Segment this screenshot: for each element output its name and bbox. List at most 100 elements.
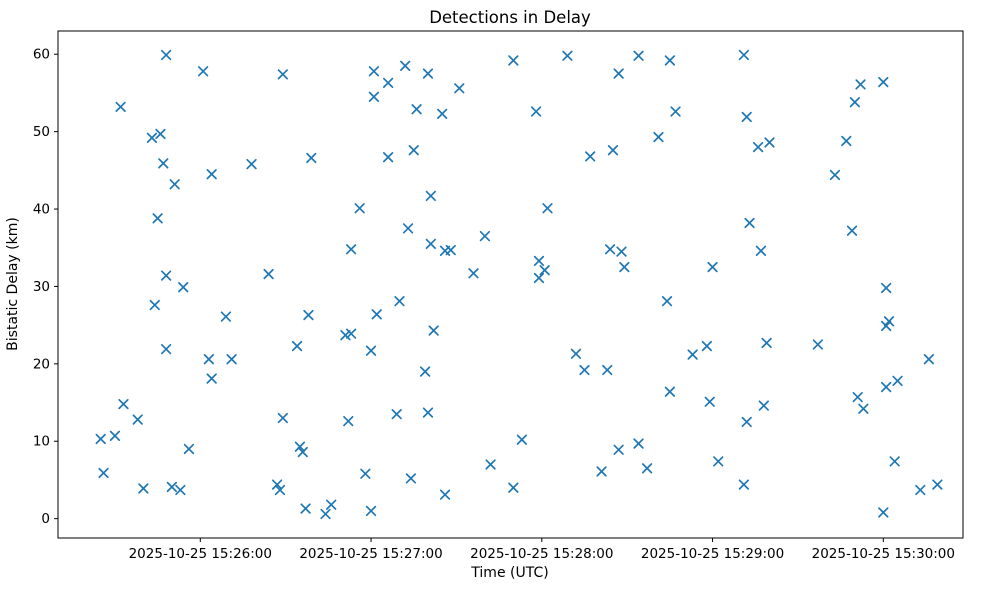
data-point-marker bbox=[664, 55, 676, 66]
data-point-marker bbox=[881, 320, 892, 332]
data-point-marker bbox=[542, 203, 553, 214]
data-point-marker bbox=[596, 466, 607, 477]
data-point-marker bbox=[155, 128, 166, 140]
data-point-marker bbox=[326, 499, 337, 510]
data-point-marker bbox=[303, 309, 314, 321]
data-point-marker bbox=[755, 245, 767, 256]
data-point-marker bbox=[607, 145, 619, 156]
data-point-marker bbox=[394, 295, 405, 307]
data-point-marker bbox=[343, 415, 354, 427]
data-point-marker bbox=[340, 330, 351, 341]
data-point-marker bbox=[619, 261, 630, 273]
data-point-marker bbox=[132, 414, 143, 425]
data-point-marker bbox=[391, 409, 402, 420]
data-point-marker bbox=[604, 244, 616, 255]
y-tick: 20 bbox=[33, 356, 58, 372]
data-point-marker bbox=[160, 270, 172, 281]
data-point-marker bbox=[405, 473, 417, 484]
data-point-marker bbox=[320, 508, 331, 520]
data-point-marker bbox=[852, 391, 863, 403]
data-point-marker bbox=[752, 141, 764, 153]
data-point-marker bbox=[883, 316, 895, 327]
data-point-marker bbox=[613, 68, 624, 79]
data-point-marker bbox=[354, 203, 365, 214]
x-tick-label: 2025-10-25 15:30:00 bbox=[812, 546, 955, 562]
y-tick: 30 bbox=[33, 279, 58, 295]
y-tick: 10 bbox=[33, 434, 58, 450]
data-point-marker bbox=[915, 484, 926, 496]
data-point-marker bbox=[300, 503, 311, 514]
data-point-marker bbox=[849, 97, 861, 108]
data-point-marker bbox=[95, 433, 106, 445]
data-point-marker bbox=[741, 416, 752, 428]
data-point-marker bbox=[923, 354, 934, 365]
data-point-marker bbox=[360, 468, 371, 479]
data-point-marker bbox=[402, 223, 414, 234]
y-tick-label: 40 bbox=[33, 202, 50, 218]
data-point-marker bbox=[741, 111, 752, 123]
data-point-marker bbox=[425, 238, 436, 250]
data-point-marker bbox=[533, 272, 545, 284]
data-point-marker bbox=[408, 145, 419, 156]
data-point-marker bbox=[271, 479, 283, 490]
y-tick-label: 60 bbox=[33, 47, 50, 63]
data-point-marker bbox=[516, 434, 528, 445]
data-point-marker bbox=[508, 482, 519, 493]
data-point-marker bbox=[98, 467, 109, 479]
data-point-marker bbox=[761, 337, 772, 349]
data-point-marker bbox=[533, 255, 545, 267]
x-tick-label: 2025-10-25 15:27:00 bbox=[299, 546, 442, 562]
data-point-marker bbox=[454, 83, 465, 94]
data-point-marker bbox=[881, 282, 892, 294]
data-point-marker bbox=[203, 354, 214, 365]
x-tick-label: 2025-10-25 15:29:00 bbox=[641, 546, 784, 562]
y-tick: 40 bbox=[33, 202, 58, 218]
y-axis-label: Bistatic Delay (km) bbox=[5, 217, 21, 351]
data-point-marker bbox=[829, 169, 841, 181]
data-point-marker bbox=[889, 456, 900, 467]
y-tick: 60 bbox=[33, 47, 58, 63]
x-tick: 2025-10-25 15:27:00 bbox=[299, 538, 443, 562]
data-point-marker bbox=[178, 282, 189, 293]
data-point-marker bbox=[183, 443, 195, 455]
data-point-marker bbox=[687, 349, 698, 360]
data-point-marker bbox=[579, 364, 590, 376]
data-point-marker bbox=[169, 179, 180, 190]
x-axis: 2025-10-25 15:26:00 2025-10-25 15:27:00 20… bbox=[129, 538, 955, 562]
data-point-marker bbox=[291, 340, 303, 352]
data-point-marker bbox=[653, 131, 664, 143]
data-point-marker bbox=[812, 339, 824, 350]
data-point-marker bbox=[118, 398, 129, 410]
data-point-marker bbox=[764, 137, 775, 148]
data-point-marker bbox=[345, 328, 357, 339]
x-tick: 2025-10-25 15:29:00 bbox=[641, 538, 784, 562]
data-point-marker bbox=[226, 354, 237, 365]
data-point-marker bbox=[306, 152, 317, 164]
data-point-marker bbox=[428, 325, 439, 336]
data-point-marker bbox=[206, 169, 217, 180]
y-tick-label: 10 bbox=[33, 434, 50, 450]
data-point-marker bbox=[704, 396, 715, 407]
data-point-marker bbox=[411, 104, 422, 115]
data-point-marker bbox=[422, 68, 434, 79]
data-point-marker bbox=[932, 479, 943, 490]
data-point-marker bbox=[758, 400, 769, 411]
data-point-marker bbox=[878, 76, 889, 88]
data-point-marker bbox=[400, 60, 411, 71]
data-point-marker bbox=[701, 340, 713, 352]
y-axis: 0 10 20 30 40 50 60 bbox=[33, 47, 58, 527]
data-point-marker bbox=[846, 225, 858, 236]
data-point-marker bbox=[641, 463, 653, 474]
data-point-marker bbox=[858, 403, 869, 414]
data-point-marker bbox=[585, 151, 596, 162]
data-point-marker bbox=[158, 158, 169, 169]
data-point-marker bbox=[368, 91, 380, 102]
data-point-marker bbox=[138, 483, 149, 494]
data-point-marker bbox=[371, 309, 382, 320]
data-point-marker bbox=[425, 190, 436, 202]
data-point-marker bbox=[508, 55, 519, 66]
data-point-marker bbox=[616, 246, 627, 257]
data-point-marker bbox=[468, 268, 479, 279]
